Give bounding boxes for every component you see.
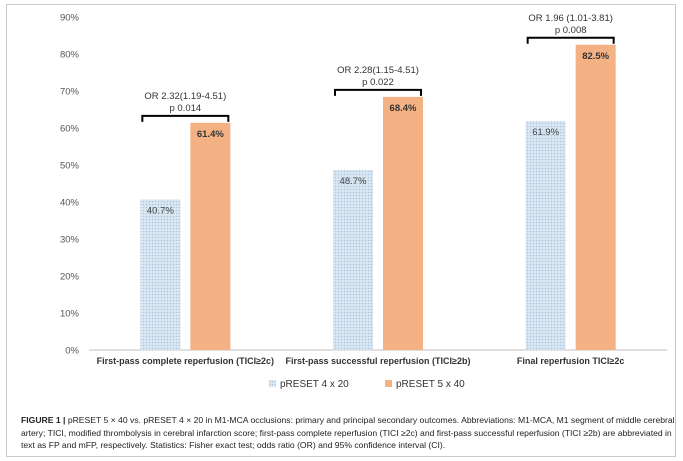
legend-swatch-4x20 [269, 380, 276, 387]
y-tick-label: 10% [60, 309, 80, 320]
bar-value-label: 61.4% [197, 129, 224, 140]
bars [140, 44, 616, 350]
significance-bracket [141, 114, 230, 122]
y-tick-label: 60% [60, 124, 80, 135]
y-tick-label: 0% [65, 346, 79, 357]
bar-preset-4x20 [333, 169, 373, 350]
bar-labels: 40.7% 61.4% 48.7% 68.4% 61.9% 82.5% [147, 51, 610, 217]
bar-preset-4x20 [525, 120, 566, 350]
figure-frame: 0% 10% 20% 30% 40% 50% 60% 70% 80% 90% First-pass… [6, 4, 676, 457]
bar-value-label: 48.7% [340, 176, 367, 187]
odds-ratio-label: OR 1.96 (1.01-3.81) [528, 13, 613, 24]
odds-ratio-label: OR 2.28(1.15-4.51) [337, 65, 419, 76]
y-tick-label: 40% [60, 198, 80, 209]
bar-value-label: 82.5% [582, 51, 609, 62]
y-tick-label: 20% [60, 272, 80, 283]
x-axis: First-pass complete reperfusion (TICI≥2c… [89, 349, 667, 366]
x-category-label: Final reperfusion TICI≥2c [517, 356, 624, 366]
bar-preset-5x40 [190, 122, 231, 350]
legend-label-5x40: pRESET 5 x 40 [396, 379, 465, 390]
figure-caption: FIGURE 1 | pRESET 5 × 40 vs. pRESET 4 × … [21, 414, 676, 452]
annotations: OR 2.32(1.19-4.51)p 0.014 OR 2.28(1.15-4.… [141, 13, 615, 122]
bar-value-label: 61.9% [532, 127, 559, 138]
caption-text: pRESET 5 × 40 vs. pRESET 4 × 20 in M1-MC… [21, 415, 675, 451]
x-category-label: First-pass successful reperfusion (TICI≥… [286, 356, 471, 366]
y-tick-label: 30% [60, 235, 80, 246]
significance-bracket [334, 88, 422, 96]
bar-preset-4x20 [140, 199, 181, 350]
y-tick-label: 50% [60, 161, 80, 172]
bar-value-label: 40.7% [147, 205, 174, 216]
odds-ratio-label: OR 2.32(1.19-4.51) [144, 91, 226, 102]
bar-preset-5x40 [575, 44, 616, 350]
p-value-label: p 0.014 [169, 103, 201, 114]
bar-chart: 0% 10% 20% 30% 40% 50% 60% 70% 80% 90% First-pass… [60, 13, 667, 390]
y-tick-label: 80% [60, 50, 80, 61]
p-value-label: p 0.022 [362, 77, 394, 88]
x-category-label: First-pass complete reperfusion (TICI≥2c… [97, 356, 274, 366]
bar-value-label: 68.4% [390, 103, 417, 114]
y-axis: 0% 10% 20% 30% 40% 50% 60% 70% 80% 90% [60, 13, 80, 357]
y-tick-label: 90% [60, 13, 80, 24]
caption-label: FIGURE 1 | [21, 415, 66, 425]
significance-bracket [526, 36, 615, 44]
legend-label-4x20: pRESET 4 x 20 [280, 379, 349, 390]
p-value-label: p 0.008 [555, 25, 587, 36]
legend: pRESET 4 x 20 pRESET 5 x 40 [269, 379, 465, 390]
legend-swatch-5x40 [385, 380, 392, 387]
y-tick-label: 70% [60, 87, 80, 98]
bar-preset-5x40 [383, 96, 423, 350]
